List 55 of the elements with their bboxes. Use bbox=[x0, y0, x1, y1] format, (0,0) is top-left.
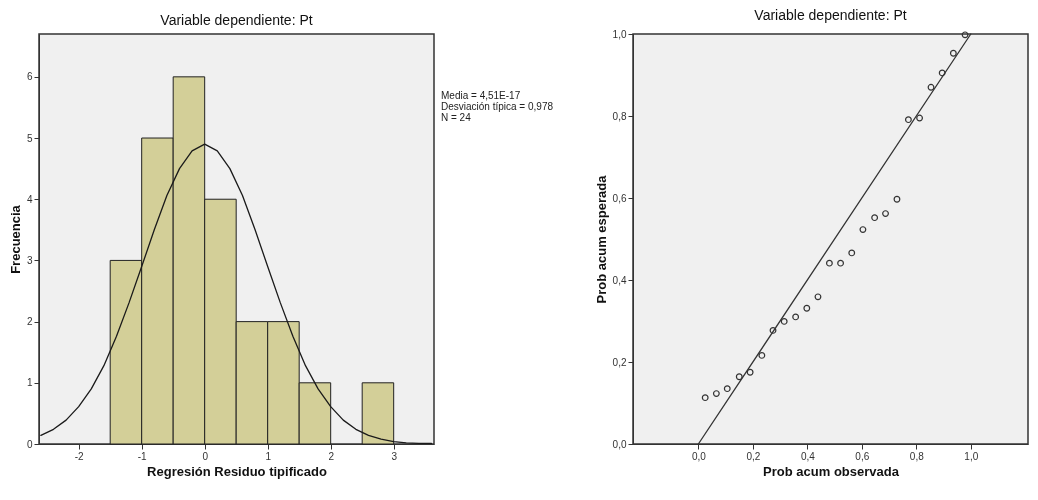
point bbox=[871, 214, 879, 222]
x-tick-label: 0,6 bbox=[855, 450, 870, 462]
point bbox=[949, 49, 957, 57]
y-tick-label: 4 bbox=[26, 193, 33, 205]
y-tick-label: 0,2 bbox=[612, 356, 627, 368]
point bbox=[848, 249, 856, 257]
x-tick-label: 3 bbox=[391, 450, 398, 462]
x-axis-title: Regresión Residuo tipificado bbox=[147, 463, 327, 479]
y-tick-label: 1,0 bbox=[612, 28, 627, 40]
point bbox=[882, 210, 889, 217]
y-axis-title: Frecuencia bbox=[7, 204, 23, 274]
y-axis-title: Prob acum esperada bbox=[593, 174, 609, 304]
x-tick-label: 0,8 bbox=[909, 450, 925, 462]
x-tick-label: 1 bbox=[265, 450, 272, 462]
x-tick-label: -2 bbox=[74, 450, 85, 462]
point bbox=[916, 114, 924, 122]
chart-title: Variable dependiente: Pt bbox=[160, 12, 313, 28]
x-tick-label: -1 bbox=[137, 450, 148, 462]
y-tick-label: 0,8 bbox=[612, 110, 627, 122]
y-tick-label: 2 bbox=[26, 316, 33, 328]
point bbox=[859, 226, 867, 233]
point bbox=[837, 259, 845, 267]
text: Media = 4,51E-17 bbox=[441, 90, 521, 101]
y-tick-label: 0,0 bbox=[612, 438, 627, 450]
point bbox=[723, 385, 731, 393]
point bbox=[904, 116, 912, 124]
point bbox=[893, 195, 901, 203]
point bbox=[814, 293, 822, 301]
x-tick-label: 0,0 bbox=[691, 450, 707, 462]
point bbox=[712, 390, 720, 397]
text: Desviación típica = 0,978 bbox=[441, 101, 554, 112]
point bbox=[792, 313, 800, 321]
point bbox=[803, 304, 811, 312]
point bbox=[825, 259, 833, 267]
y-tick-label: 3 bbox=[26, 254, 33, 266]
point bbox=[735, 373, 743, 381]
y-tick-label: 5 bbox=[26, 132, 33, 144]
x-tick-label: 0,4 bbox=[800, 450, 816, 462]
point bbox=[701, 394, 709, 402]
y-tick-label: 0,4 bbox=[612, 274, 627, 286]
y-tick-label: 6 bbox=[26, 71, 33, 83]
x-tick-label: 1,0 bbox=[964, 450, 979, 462]
point bbox=[758, 352, 766, 359]
x-tick-label: 0,2 bbox=[746, 450, 761, 462]
chart-title: Variable dependiente: Pt bbox=[754, 7, 907, 23]
text: N = 24 bbox=[441, 112, 472, 123]
point bbox=[927, 83, 935, 91]
point bbox=[746, 368, 754, 376]
y-tick-label: 0 bbox=[26, 438, 33, 450]
y-tick-label: 0,6 bbox=[612, 192, 627, 204]
x-tick-label: 0 bbox=[202, 450, 209, 462]
x-axis-title: Prob acum observada bbox=[763, 463, 900, 479]
x-tick-label: 2 bbox=[328, 450, 335, 462]
y-tick-label: 1 bbox=[26, 377, 33, 389]
point bbox=[780, 317, 788, 325]
